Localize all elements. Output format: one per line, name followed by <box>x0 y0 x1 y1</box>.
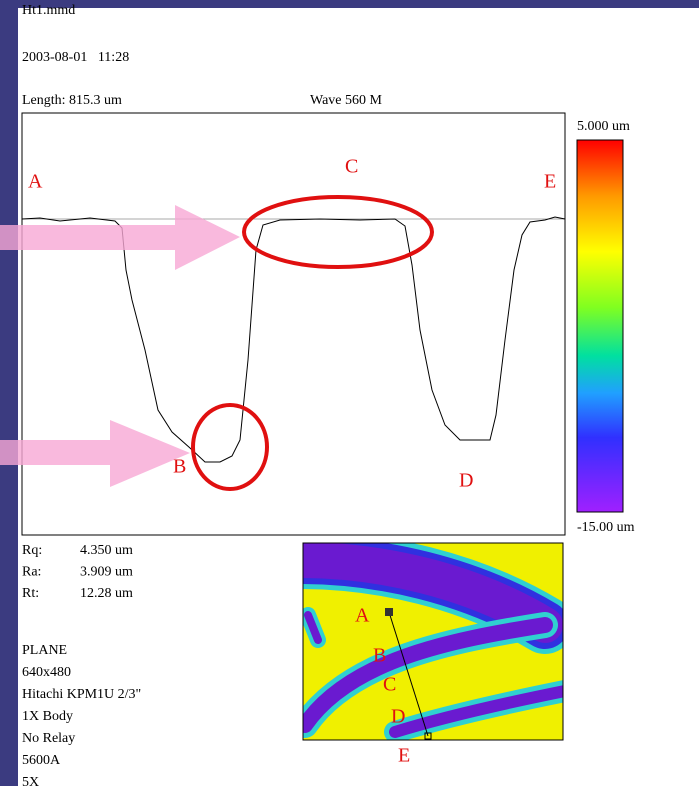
stat-label: Ra: <box>22 565 41 580</box>
screen: Ht1.mmd 2003-08-01 11:28 Length: 815.3 u… <box>0 0 699 786</box>
profile-label: E <box>544 171 556 193</box>
image-label: C <box>383 674 396 696</box>
setup-line: 5X <box>22 775 39 786</box>
date-time: 2003-08-01 11:28 <box>22 50 129 65</box>
scale-max: 5.000 um <box>577 119 630 134</box>
setup-line: No Relay <box>22 731 75 746</box>
profile-label: A <box>28 171 43 193</box>
setup-line: PLANE <box>22 643 67 658</box>
color-bar <box>577 140 623 512</box>
length: Length: 815.3 um <box>22 93 122 108</box>
top-strip <box>0 0 699 8</box>
profile-label: C <box>345 156 358 178</box>
setup-line: 5600A <box>22 753 61 768</box>
setup-line: Hitachi KPM1U 2/3" <box>22 687 141 702</box>
stat-label: Rt: <box>22 586 39 601</box>
stat-value: 12.28 um <box>80 586 133 601</box>
image-label: E <box>398 745 410 767</box>
left-strip <box>0 0 18 786</box>
wave: Wave 560 M <box>310 93 383 108</box>
setup-line: 1X Body <box>22 709 73 724</box>
surface-image <box>300 543 570 740</box>
image-label: A <box>355 605 370 627</box>
profile-label: D <box>459 470 473 492</box>
profile-plot <box>22 113 565 535</box>
image-label: D <box>391 706 405 728</box>
scale-min: -15.00 um <box>577 520 635 535</box>
stat-value: 4.350 um <box>80 543 133 558</box>
setup-line: 640x480 <box>22 665 71 680</box>
stat-label: Rq: <box>22 543 42 558</box>
stat-value: 3.909 um <box>80 565 133 580</box>
file-name: Ht1.mmd <box>22 3 75 18</box>
scan-start <box>385 608 393 616</box>
image-label: B <box>373 645 386 667</box>
